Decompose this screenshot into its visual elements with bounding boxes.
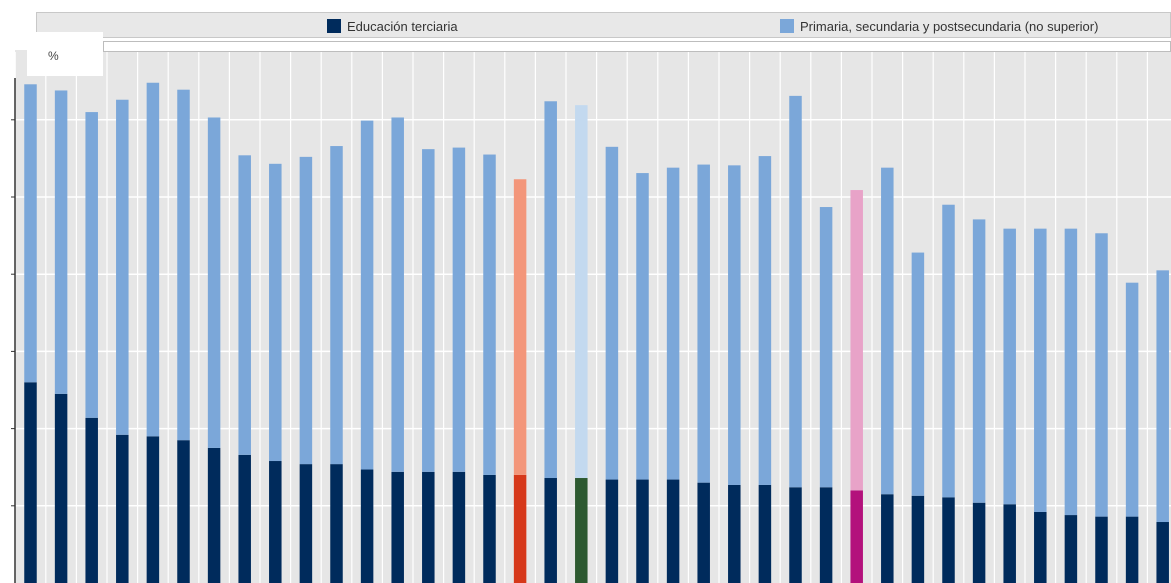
bar-segment-primary-secondary <box>1003 228 1016 505</box>
bar-segment-primary-secondary <box>789 95 802 488</box>
bar-segment-primary-secondary <box>758 156 772 485</box>
bar-segment-tertiary <box>1125 516 1139 583</box>
bar-segment-primary-secondary <box>238 155 251 455</box>
bar-segment-tertiary <box>1156 522 1169 583</box>
bar-segment-tertiary <box>1034 511 1047 583</box>
bar-segment-primary-secondary <box>207 117 221 448</box>
bar-segment-primary-secondary <box>146 82 160 437</box>
bar-segment-primary-secondary <box>881 167 894 495</box>
grid-layer <box>11 52 1171 583</box>
bar-segment-tertiary <box>575 478 588 583</box>
bar-segment-primary-secondary <box>1034 228 1047 512</box>
bar-segment-tertiary <box>24 382 37 583</box>
bar-segment-tertiary <box>942 497 955 583</box>
bar-segment-primary-secondary <box>24 84 37 383</box>
legend-swatch-primary-secondary <box>780 19 794 33</box>
bar-segment-primary-secondary <box>544 101 557 479</box>
bar-segment-tertiary <box>177 440 190 583</box>
bar-segment-tertiary <box>422 471 435 583</box>
bar-segment-tertiary <box>666 479 680 583</box>
bar-segment-primary-secondary <box>1095 233 1108 517</box>
bar-segment-tertiary <box>697 482 710 583</box>
bar-segment-primary-secondary <box>1156 270 1169 523</box>
bar-segment-primary-secondary <box>697 164 710 483</box>
bar-segment-tertiary <box>116 434 129 583</box>
bar-segment-primary-secondary <box>911 252 925 496</box>
legend-swatch-tertiary <box>327 19 341 33</box>
bar-segment-tertiary <box>881 494 894 583</box>
legend-item-primary-secondary: Primaria, secundaria y postsecundaria (n… <box>780 17 1098 35</box>
bar-segment-tertiary <box>636 479 649 583</box>
bar-segment-tertiary <box>207 447 221 583</box>
bar-segment-primary-secondary <box>269 163 282 462</box>
bar-segment-tertiary <box>789 487 802 583</box>
bar-segment-tertiary <box>819 487 833 583</box>
bar-segment-tertiary <box>452 471 466 583</box>
legend-item-tertiary: Educación terciaria <box>327 17 458 35</box>
bar-segment-primary-secondary <box>177 89 190 441</box>
bar-segment-tertiary <box>544 478 557 583</box>
bar-segment-primary-secondary <box>299 156 313 465</box>
bar-segment-tertiary <box>972 502 986 583</box>
bar-segment-tertiary <box>360 469 374 583</box>
bar-segment-tertiary <box>269 461 282 583</box>
bar-segment-tertiary <box>330 464 343 583</box>
bar-segment-primary-secondary <box>575 105 588 479</box>
bar-segment-tertiary <box>911 495 925 583</box>
legend: Educación terciaria Primaria, secundaria… <box>36 12 1171 38</box>
bar-segment-primary-secondary <box>972 219 986 503</box>
legend-label-tertiary: Educación terciaria <box>347 18 458 34</box>
bar-segment-tertiary <box>238 454 251 583</box>
bar-segment-primary-secondary <box>850 190 863 491</box>
bar-segment-tertiary <box>758 484 772 583</box>
range-slider-bar[interactable] <box>103 41 1171 52</box>
bars-layer <box>24 82 1169 583</box>
bar-segment-primary-secondary <box>54 90 68 394</box>
bar-segment-tertiary <box>1064 515 1078 583</box>
bar-segment-tertiary <box>146 436 160 583</box>
bar-segment-primary-secondary <box>116 99 129 435</box>
bar-segment-primary-secondary <box>391 117 404 472</box>
bar-segment-primary-secondary <box>1064 228 1078 516</box>
bar-segment-primary-secondary <box>513 179 527 475</box>
bar-segment-primary-secondary <box>1125 282 1139 517</box>
bar-segment-tertiary <box>391 471 404 583</box>
bar-segment-tertiary <box>299 464 313 583</box>
bar-segment-primary-secondary <box>483 154 496 475</box>
bar-segment-tertiary <box>85 417 98 583</box>
legend-label-primary-secondary: Primaria, secundaria y postsecundaria (n… <box>800 18 1099 34</box>
unit-box <box>27 32 103 76</box>
bar-segment-tertiary <box>728 484 741 583</box>
y-unit-label: % <box>48 49 59 63</box>
bar-segment-tertiary <box>1003 504 1016 583</box>
bar-segment-tertiary <box>54 393 68 583</box>
bar-segment-tertiary <box>1095 516 1108 583</box>
bar-segment-primary-secondary <box>666 167 680 480</box>
bar-segment-primary-secondary <box>636 173 649 480</box>
bar-segment-tertiary <box>483 474 496 583</box>
bar-segment-tertiary <box>850 490 863 583</box>
bar-segment-primary-secondary <box>452 147 466 472</box>
bar-segment-primary-secondary <box>728 165 741 485</box>
bar-segment-primary-secondary <box>85 112 98 418</box>
bar-segment-tertiary <box>605 479 619 583</box>
bar-segment-primary-secondary <box>422 149 435 472</box>
bar-segment-primary-secondary <box>330 146 343 465</box>
bar-segment-tertiary <box>513 474 527 583</box>
bar-segment-primary-secondary <box>360 120 374 470</box>
bar-segment-primary-secondary <box>942 204 955 498</box>
bar-segment-primary-secondary <box>819 207 833 488</box>
bar-segment-primary-secondary <box>605 146 619 480</box>
